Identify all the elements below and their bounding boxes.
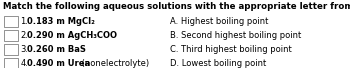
Bar — [4, 44, 18, 55]
Text: Match the following aqueous solutions with the appropriate letter from the colum: Match the following aqueous solutions wi… — [3, 2, 350, 11]
Text: 0.290 m AgCH₃COO: 0.290 m AgCH₃COO — [27, 31, 117, 40]
Bar — [4, 16, 18, 27]
Text: B. Second highest boiling point: B. Second highest boiling point — [170, 31, 301, 40]
Text: (nonelectrolyte): (nonelectrolyte) — [79, 59, 149, 68]
Text: 1.: 1. — [20, 17, 28, 26]
Bar — [4, 58, 18, 68]
Text: 0.260 m BaS: 0.260 m BaS — [27, 45, 86, 54]
Text: A. Highest boiling point: A. Highest boiling point — [170, 17, 268, 26]
Text: 0.183 m MgCl₂: 0.183 m MgCl₂ — [27, 17, 95, 26]
Text: 2.: 2. — [20, 31, 28, 40]
Text: D. Lowest boiling point: D. Lowest boiling point — [170, 59, 266, 68]
Text: 4.: 4. — [20, 59, 28, 68]
Text: C. Third highest boiling point: C. Third highest boiling point — [170, 45, 292, 54]
Text: 0.490 m Urea: 0.490 m Urea — [27, 59, 90, 68]
Text: 3.: 3. — [20, 45, 28, 54]
Bar — [4, 30, 18, 41]
